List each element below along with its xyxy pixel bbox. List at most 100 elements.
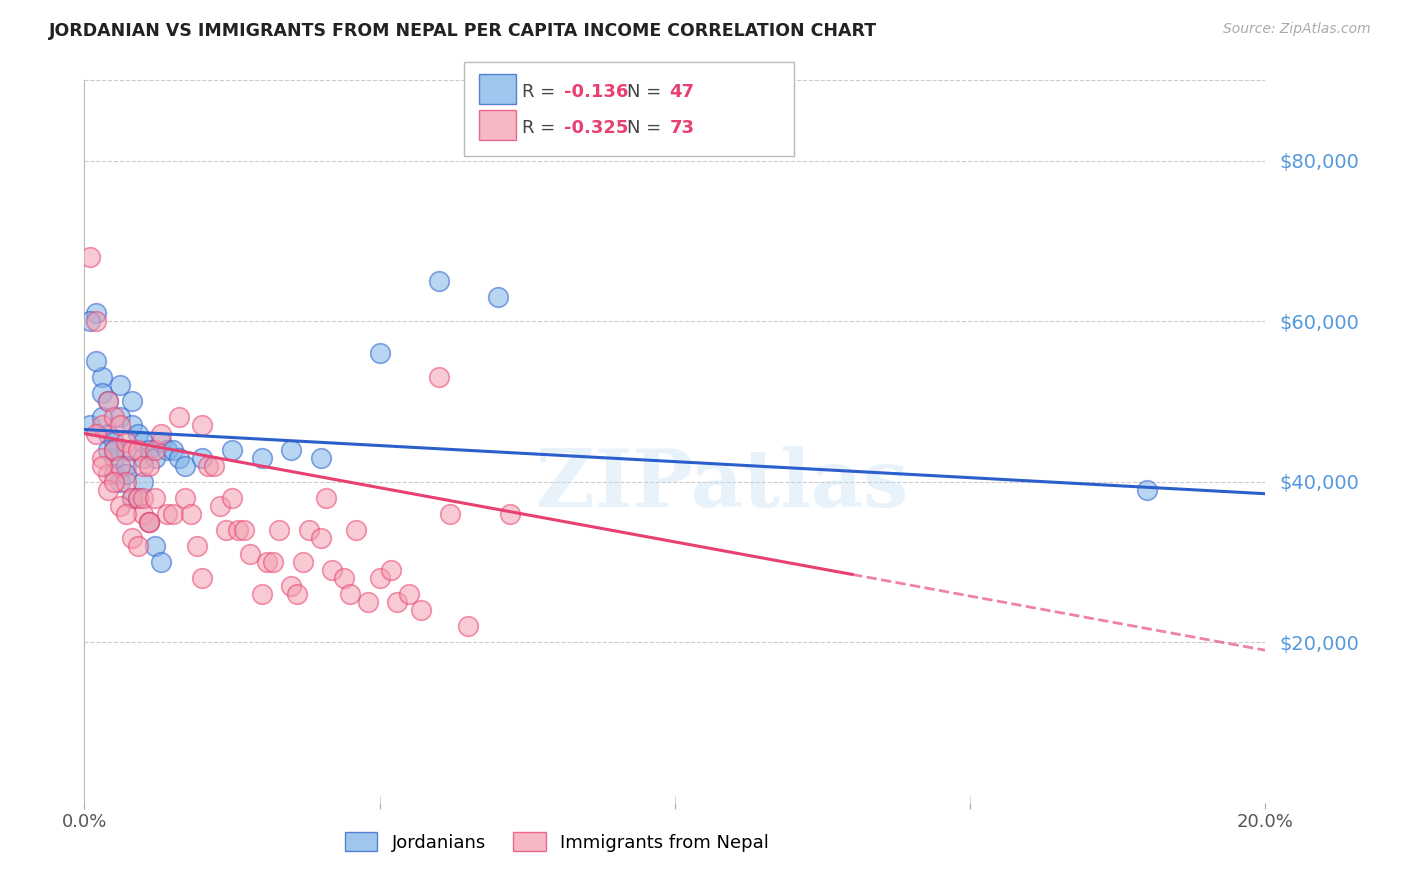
Point (103, 410, 125, 425)
Point (191, 571, 214, 585)
Point (103, 442, 125, 457)
Point (127, 426, 149, 441)
Point (114, 475, 136, 489)
Point (150, 434, 173, 449)
Point (91, 410, 114, 425)
Point (143, 442, 166, 457)
Point (84, 426, 107, 441)
Point (114, 507, 136, 521)
Point (91, 450, 114, 465)
Point (108, 418, 131, 433)
Point (127, 491, 149, 505)
Point (173, 458, 195, 473)
Point (114, 458, 136, 473)
Text: JORDANIAN VS IMMIGRANTS FROM NEPAL PER CAPITA INCOME CORRELATION CHART: JORDANIAN VS IMMIGRANTS FROM NEPAL PER C… (49, 22, 877, 40)
Point (162, 442, 184, 457)
Point (427, 370, 450, 384)
Point (132, 458, 155, 473)
Point (197, 458, 219, 473)
Point (191, 418, 214, 433)
Point (97, 483, 120, 497)
Point (215, 523, 238, 537)
Point (127, 539, 149, 553)
Text: R =: R = (522, 119, 561, 136)
Point (114, 434, 136, 449)
Point (186, 539, 208, 553)
Point (280, 579, 302, 593)
Point (103, 467, 125, 481)
Point (103, 442, 125, 457)
Point (132, 507, 155, 521)
Point (114, 467, 136, 481)
Point (173, 491, 195, 505)
Text: Source: ZipAtlas.com: Source: ZipAtlas.com (1223, 22, 1371, 37)
Point (132, 434, 155, 449)
Point (150, 555, 173, 569)
Point (167, 450, 190, 465)
Point (79, 250, 101, 264)
Point (143, 450, 166, 465)
Point (138, 515, 160, 529)
Point (180, 507, 202, 521)
Text: R =: R = (522, 83, 561, 101)
Text: ZIPatlas: ZIPatlas (536, 446, 908, 524)
Point (121, 394, 143, 409)
Point (315, 491, 337, 505)
Point (321, 563, 343, 577)
Point (285, 587, 308, 601)
Point (498, 507, 520, 521)
Legend: Jordanians, Immigrants from Nepal: Jordanians, Immigrants from Nepal (337, 825, 776, 859)
Point (309, 450, 332, 465)
Point (97, 394, 120, 409)
Point (232, 523, 254, 537)
Point (250, 450, 273, 465)
Point (114, 442, 136, 457)
Point (84, 306, 107, 320)
Point (91, 458, 114, 473)
Point (97, 442, 120, 457)
Point (138, 458, 160, 473)
Point (1136, 483, 1159, 497)
Point (97, 394, 120, 409)
Point (79, 418, 101, 433)
Point (221, 442, 243, 457)
Point (103, 475, 125, 489)
Point (202, 458, 225, 473)
Text: -0.136: -0.136 (564, 83, 628, 101)
Point (298, 523, 321, 537)
Point (91, 370, 114, 384)
Point (127, 442, 149, 457)
Point (333, 571, 356, 585)
Point (156, 442, 179, 457)
Point (121, 491, 143, 505)
Point (108, 499, 131, 513)
Point (143, 539, 166, 553)
Point (127, 491, 149, 505)
Point (380, 563, 402, 577)
Point (209, 499, 232, 513)
Point (427, 274, 450, 288)
Point (138, 442, 160, 457)
Text: 47: 47 (669, 83, 695, 101)
Point (162, 507, 184, 521)
Point (91, 386, 114, 401)
Point (97, 467, 120, 481)
Point (108, 410, 131, 425)
Point (439, 507, 461, 521)
Point (121, 418, 143, 433)
Point (108, 458, 131, 473)
Point (309, 531, 332, 545)
Point (239, 547, 262, 561)
Point (132, 450, 155, 465)
Point (132, 491, 155, 505)
Point (138, 515, 160, 529)
Point (368, 346, 391, 360)
Point (167, 410, 190, 425)
Point (409, 603, 432, 617)
Point (156, 507, 179, 521)
Point (226, 523, 249, 537)
Point (132, 475, 155, 489)
Text: N =: N = (627, 119, 666, 136)
Point (486, 290, 509, 304)
Point (262, 555, 284, 569)
